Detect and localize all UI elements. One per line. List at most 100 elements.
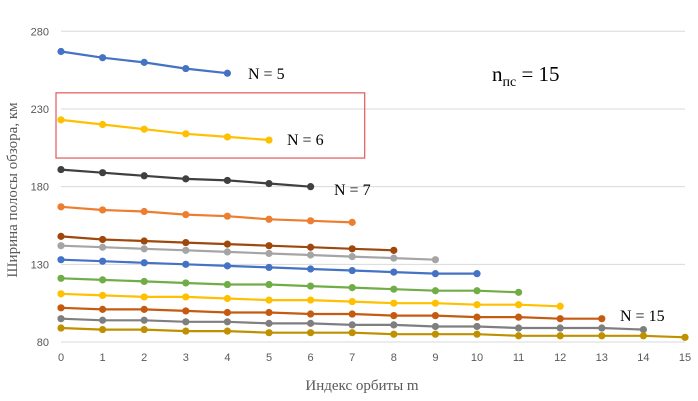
- data-point: [57, 242, 65, 250]
- data-point: [390, 330, 398, 338]
- data-point: [431, 330, 439, 338]
- series-line: [60, 205, 353, 224]
- data-point: [99, 316, 107, 324]
- data-point: [265, 308, 273, 317]
- data-point: [390, 321, 398, 329]
- annotation-n15: N = 15: [620, 308, 665, 325]
- y-axis-title: Ширина полосы обзора, км: [5, 102, 21, 278]
- data-point: [598, 324, 606, 332]
- data-point: [182, 211, 190, 219]
- x-tick-label: 2: [141, 352, 147, 364]
- series-5: [57, 232, 398, 254]
- data-point: [265, 215, 273, 223]
- data-point: [140, 172, 148, 180]
- data-point: [348, 245, 356, 253]
- data-point: [57, 47, 65, 56]
- data-point: [223, 133, 231, 141]
- series-group: [57, 47, 689, 341]
- data-point: [182, 293, 190, 301]
- data-point: [57, 324, 65, 332]
- data-point: [223, 69, 231, 77]
- data-point: [182, 279, 190, 287]
- data-point: [348, 310, 356, 318]
- data-point: [223, 212, 231, 220]
- data-point: [431, 311, 439, 320]
- series-3: [57, 165, 315, 191]
- data-point: [265, 136, 273, 144]
- data-point: [223, 308, 231, 317]
- data-point: [515, 288, 523, 296]
- data-point: [99, 206, 107, 214]
- data-point: [390, 268, 398, 276]
- series-12: [57, 324, 689, 341]
- y-tick-label: 180: [31, 182, 49, 194]
- data-point: [182, 238, 190, 247]
- n-ps-value: = 15: [516, 62, 559, 86]
- data-point: [265, 296, 273, 304]
- data-point: [348, 266, 356, 275]
- data-point: [140, 325, 148, 334]
- data-point: [99, 305, 107, 313]
- data-point: [99, 257, 107, 265]
- x-tick-label: 8: [391, 352, 397, 364]
- data-point: [57, 274, 65, 282]
- data-point: [140, 58, 148, 66]
- data-point: [265, 249, 273, 258]
- data-point: [390, 311, 398, 320]
- x-tick-label: 10: [471, 352, 483, 364]
- data-point: [99, 325, 107, 334]
- data-point: [307, 329, 315, 337]
- series-line: [60, 244, 436, 261]
- data-point: [681, 333, 689, 341]
- x-tick-label: 12: [554, 352, 566, 364]
- data-point: [307, 296, 315, 304]
- data-point: [265, 319, 273, 327]
- data-point: [348, 252, 356, 261]
- x-tick-label: 9: [432, 352, 438, 364]
- data-point: [515, 324, 523, 332]
- data-point: [348, 284, 356, 292]
- data-point: [431, 287, 439, 295]
- data-point: [265, 263, 273, 272]
- data-point: [140, 305, 148, 313]
- data-point: [223, 280, 231, 289]
- data-point: [598, 332, 606, 340]
- x-tick-label: 11: [513, 352, 524, 364]
- data-point: [515, 332, 523, 340]
- data-point: [140, 277, 148, 286]
- x-tick-label: 3: [183, 352, 189, 364]
- y-tick-label: 130: [31, 259, 49, 271]
- data-point: [99, 169, 107, 177]
- data-point: [140, 237, 148, 245]
- data-point: [57, 165, 65, 174]
- data-point: [639, 325, 648, 334]
- data-point: [99, 54, 107, 62]
- data-point: [182, 307, 190, 315]
- x-tick-label: 0: [58, 352, 64, 364]
- x-tick-labels: 0 1 2 3 4 5 6 7 8 9 10 11 12 13 14 15: [58, 352, 691, 364]
- x-tick-label: 14: [637, 352, 649, 364]
- data-point: [140, 207, 148, 216]
- data-point: [223, 318, 231, 326]
- data-point: [473, 313, 481, 321]
- data-point: [99, 276, 107, 284]
- data-point: [57, 116, 65, 124]
- data-point: [515, 301, 523, 309]
- data-point: [265, 329, 273, 337]
- data-point: [431, 322, 439, 331]
- gridlines: [61, 30, 685, 343]
- data-point: [223, 248, 231, 256]
- data-point: [182, 260, 190, 268]
- data-point: [140, 293, 148, 301]
- data-point: [140, 259, 148, 267]
- data-point: [223, 240, 231, 248]
- data-point: [182, 175, 190, 183]
- data-point: [182, 64, 190, 73]
- data-point: [57, 304, 65, 312]
- data-point: [515, 313, 523, 321]
- data-point: [265, 280, 273, 289]
- data-point: [57, 203, 65, 211]
- data-point: [431, 299, 439, 307]
- y-tick-labels: 80 130 180 230 280: [31, 26, 49, 349]
- data-point: [182, 327, 190, 335]
